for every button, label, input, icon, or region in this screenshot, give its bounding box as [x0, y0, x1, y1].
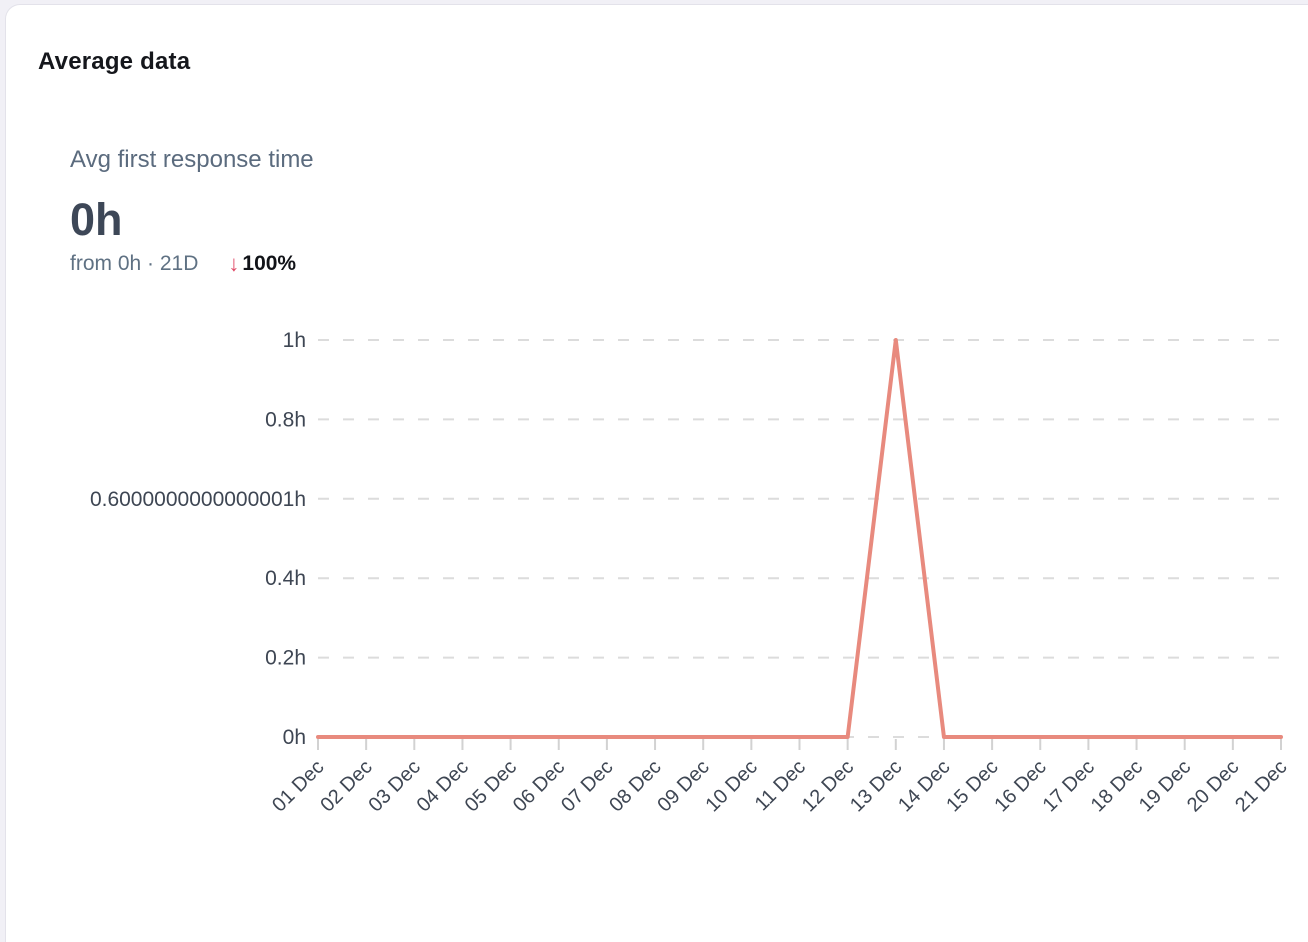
metric-trend: ↓ 100%: [228, 252, 296, 276]
x-axis-label: 11 Dec: [751, 756, 810, 815]
y-axis-label: 1h: [283, 329, 306, 352]
x-axis-label: 08 Dec: [605, 756, 665, 816]
y-axis-label: 0.6000000000000001h: [90, 488, 306, 511]
x-axis-label: 16 Dec: [990, 756, 1050, 816]
metric-comparison: from 0h · 21D: [70, 252, 199, 275]
x-axis-label: 06 Dec: [509, 756, 569, 816]
arrow-down-icon: ↓: [228, 251, 240, 276]
y-axis-label: 0.4h: [265, 567, 306, 590]
metric-name: Avg first response time: [70, 146, 314, 173]
x-axis-label: 09 Dec: [653, 756, 713, 816]
x-axis-label: 20 Dec: [1183, 756, 1243, 816]
x-axis-label: 21 Dec: [1231, 756, 1291, 816]
x-axis-label: 04 Dec: [413, 756, 473, 816]
metric-value: 0h: [70, 194, 123, 245]
x-axis-label: 01 Dec: [268, 756, 328, 816]
y-axis-label: 0.8h: [265, 408, 306, 431]
metric-meta: from 0h · 21D ↓ 100%: [70, 252, 296, 276]
series-line[interactable]: [316, 338, 1283, 739]
x-axis-label: 02 Dec: [316, 756, 376, 816]
average-data-card: Average data Avg first response time 0h …: [6, 5, 1308, 942]
x-axis-label: 15 Dec: [942, 756, 1002, 816]
x-axis-label: 03 Dec: [364, 756, 424, 816]
x-axis-label: 05 Dec: [461, 756, 521, 816]
y-axis-label: 0h: [283, 726, 306, 749]
y-axis-label: 0.2h: [265, 647, 306, 670]
card-title: Average data: [38, 48, 191, 75]
x-axis-label: 17 Dec: [1039, 756, 1099, 816]
x-axis-label: 10 Dec: [702, 756, 762, 816]
x-axis-label: 07 Dec: [557, 756, 617, 816]
x-axis-label: 18 Dec: [1087, 756, 1147, 816]
metric-trend-value: 100%: [242, 252, 297, 275]
x-axis-label: 12 Dec: [798, 756, 858, 816]
x-axis-label: 14 Dec: [894, 756, 954, 816]
x-axis-label: 13 Dec: [846, 756, 906, 816]
x-axis-label: 19 Dec: [1135, 756, 1195, 816]
